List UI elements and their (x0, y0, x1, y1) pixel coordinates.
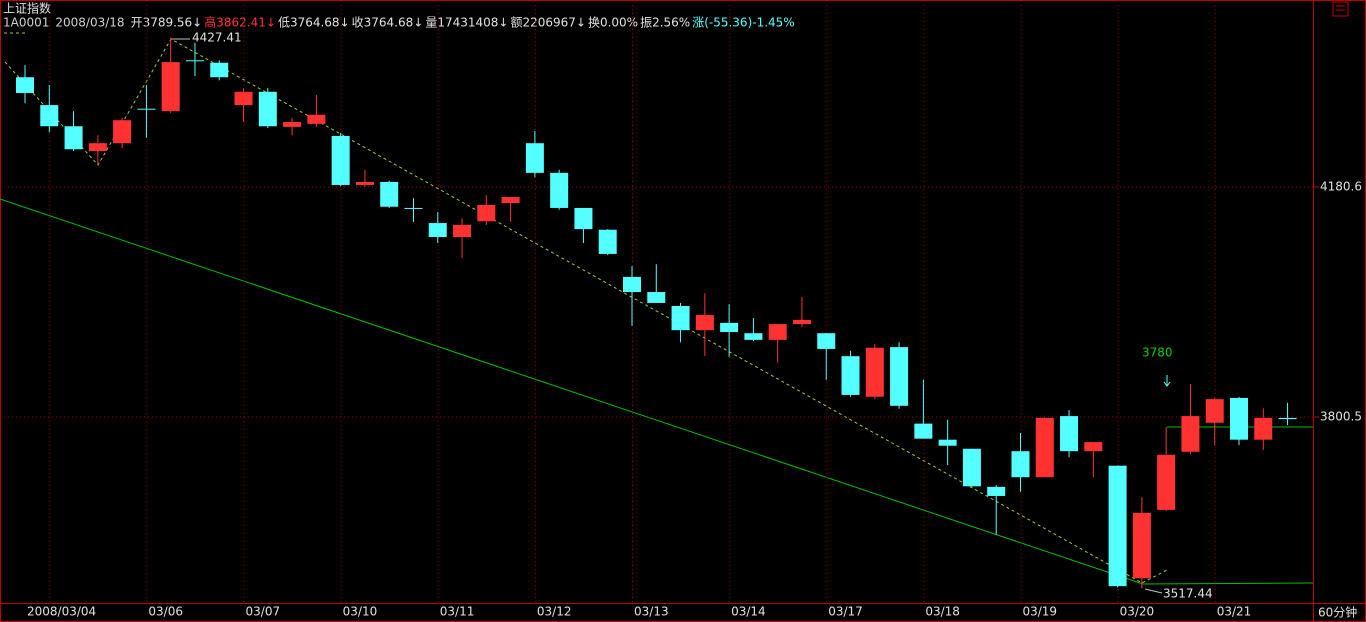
candle-body (1035, 417, 1054, 478)
period-label: 60分钟 (1318, 605, 1357, 620)
candle-body (1132, 512, 1151, 579)
candle-body (185, 60, 204, 62)
info-item: 2008/03/18 (55, 16, 124, 30)
x-tick-label: 03/13 (634, 605, 669, 619)
x-tick-label: 03/10 (343, 605, 378, 619)
candle-body (428, 223, 447, 237)
info-item: 低3764.68↓ (278, 16, 350, 30)
zigzag-line (4, 38, 1168, 584)
candle-body (40, 105, 59, 127)
x-tick-label: 03/18 (925, 605, 960, 619)
candle-body (234, 91, 253, 106)
candle-body (865, 347, 884, 397)
info-item: 换0.00% (588, 16, 638, 30)
x-tick-label: 03/20 (1120, 605, 1155, 619)
candle-body (1157, 454, 1176, 510)
chart-title: 上证指数 (3, 1, 51, 16)
info-item: 额2206967↓ (510, 16, 586, 30)
candle-body (283, 122, 302, 127)
info-item: 涨(-55.36)-1.45% (692, 15, 795, 30)
info-item: 1A0001 (3, 16, 49, 30)
candle-body (695, 315, 714, 331)
candle-body (550, 172, 569, 208)
candle-body (501, 197, 520, 204)
info-item: 收3764.68↓ (352, 16, 424, 30)
x-tick-label: 03/17 (828, 605, 863, 619)
candle-body (64, 126, 83, 150)
candle-body (1181, 416, 1200, 452)
candle-body (307, 114, 326, 124)
candle-body (962, 448, 981, 487)
candle-body (647, 292, 666, 303)
candle-body (1205, 399, 1224, 423)
candle-body (598, 229, 617, 254)
candle-body (1084, 442, 1103, 452)
x-tick-label: 03/06 (148, 605, 183, 619)
x-tick-label: 03/19 (1022, 605, 1057, 619)
x-tick-label: 03/14 (731, 605, 766, 619)
candle-body (258, 91, 277, 127)
candle-body (16, 77, 34, 93)
candle-body (137, 108, 156, 110)
trend-line (1142, 582, 1314, 585)
info-item: 振2.56% (640, 16, 690, 30)
candle-body (720, 322, 739, 332)
candle-body (210, 62, 229, 78)
candle-body (744, 333, 763, 340)
candle-body (890, 347, 909, 406)
candle-body (623, 276, 641, 293)
info-item: 量17431408↓ (425, 16, 508, 30)
candle-body (453, 224, 472, 237)
x-tick-label: 03/11 (440, 605, 475, 619)
candle-body (331, 135, 350, 185)
candle-body (671, 305, 690, 331)
candle-body (768, 324, 787, 340)
candle-body (841, 356, 860, 395)
x-tick-label: 03/07 (246, 605, 281, 619)
candle-body (525, 143, 544, 173)
candle-body (1011, 451, 1030, 478)
x-tick-label: 03/21 (1217, 605, 1252, 619)
candle-body (574, 207, 593, 230)
candle-body (938, 439, 957, 446)
low-annotation: 3517.44 (1163, 587, 1213, 601)
candle-body (1060, 416, 1079, 452)
trend-line (0, 198, 1144, 585)
candle-body (380, 181, 399, 207)
info-item: 开3789.56↓ (131, 16, 203, 30)
candle-body (113, 120, 132, 144)
candle-body (987, 486, 1006, 496)
annotation-leader (1144, 588, 1163, 594)
high-annotation: 4427.41 (192, 31, 242, 45)
info-item: 高3862.41↓ (204, 15, 276, 30)
candle-body (1254, 417, 1273, 440)
level-annotation: 3780 (1142, 346, 1173, 360)
candle-body (792, 319, 811, 325)
candle-body (1108, 465, 1127, 587)
candle-body (88, 143, 107, 152)
candle-body (404, 207, 423, 209)
y-tick-label: 3800.5 (1320, 409, 1362, 423)
candle-body (914, 423, 933, 439)
candle-body (355, 181, 374, 185)
x-tick-label: 2008/03/04 (27, 605, 96, 619)
x-tick-label: 03/12 (537, 605, 572, 619)
candle-body (817, 333, 836, 349)
y-tick-label: 4180.6 (1320, 180, 1362, 194)
annotation-arrow (1163, 381, 1171, 387)
candle-body (1230, 397, 1248, 440)
candle-body (477, 204, 496, 222)
window-button[interactable] (1332, 1, 1349, 17)
candle-body (1278, 417, 1297, 420)
candle-body (161, 62, 180, 112)
